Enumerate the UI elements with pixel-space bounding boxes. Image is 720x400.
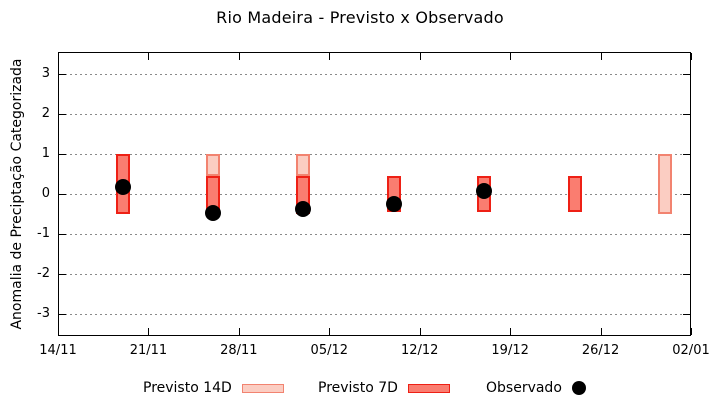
legend-label-previsto-14d: Previsto 14D <box>143 380 232 396</box>
x-tick-mark <box>510 53 512 60</box>
y-tick-mark <box>59 234 66 235</box>
x-tick-mark <box>691 53 692 60</box>
gridline <box>60 114 689 115</box>
x-tick-mark <box>510 328 512 335</box>
x-tick-mark <box>238 53 240 60</box>
x-tick-label: 12/12 <box>400 343 439 358</box>
gridline <box>60 274 689 275</box>
y-tick-mark <box>59 274 66 275</box>
x-tick-label: 19/12 <box>491 343 529 358</box>
y-tick-label: -1 <box>37 226 50 241</box>
chart-title: Rio Madeira - Previsto x Observado <box>216 8 504 27</box>
x-tick-mark <box>329 53 331 60</box>
observado-swatch-dot <box>571 381 586 395</box>
y-tick-mark <box>683 274 690 275</box>
x-tick-label: 28/11 <box>220 343 258 358</box>
bar-previsto-14d <box>658 154 673 214</box>
y-tick-mark <box>683 234 690 235</box>
y-tick-mark <box>59 314 66 315</box>
plot-frame <box>58 52 691 336</box>
x-tick-mark <box>329 328 331 335</box>
y-tick-mark <box>59 194 66 195</box>
previsto-14d-swatch <box>241 383 284 393</box>
x-tick-mark <box>58 53 59 60</box>
x-tick-label: 21/11 <box>129 343 168 358</box>
y-tick-label: 0 <box>41 186 50 201</box>
legend-item-previsto-7d: Previsto 7D <box>318 379 450 397</box>
gridline <box>60 194 689 195</box>
x-tick-mark <box>419 53 421 60</box>
y-tick-mark <box>59 154 66 155</box>
legend-label-previsto-7d: Previsto 7D <box>318 380 398 396</box>
x-tick-label: 02/01 <box>672 343 710 358</box>
y-tick-mark <box>683 154 690 155</box>
x-tick-mark <box>600 53 602 60</box>
legend-label-observado: Observado <box>486 380 562 396</box>
observado-dot <box>295 200 312 217</box>
bar-previsto-14d <box>206 154 221 176</box>
gridline <box>60 154 689 155</box>
bar-previsto-7d <box>567 176 582 212</box>
legend-item-observado: Observado <box>486 379 586 397</box>
x-tick-label: 26/12 <box>581 343 620 358</box>
gridline <box>60 234 689 235</box>
x-tick-mark <box>419 328 421 335</box>
y-tick-label: -3 <box>37 306 50 321</box>
x-tick-label: 05/12 <box>310 343 349 358</box>
x-tick-mark <box>148 328 150 335</box>
y-tick-label: 1 <box>41 146 50 161</box>
observado-dot <box>385 195 402 212</box>
y-tick-mark <box>683 314 690 315</box>
x-tick-mark <box>238 328 240 335</box>
observado-dot <box>205 205 222 222</box>
y-tick-label: 2 <box>41 106 50 121</box>
y-tick-mark <box>59 74 66 75</box>
y-tick-mark <box>683 194 690 195</box>
observado-dot <box>114 178 131 195</box>
previsto-7d-swatch <box>407 383 450 393</box>
bar-previsto-14d <box>296 154 311 176</box>
gridline <box>60 74 689 75</box>
y-tick-label: 3 <box>41 66 50 81</box>
x-tick-mark <box>691 328 692 335</box>
x-tick-mark <box>600 328 602 335</box>
x-tick-mark <box>58 328 59 335</box>
gridline <box>60 314 689 315</box>
y-tick-mark <box>683 114 690 115</box>
observado-dot <box>476 182 493 199</box>
x-tick-mark <box>148 53 150 60</box>
y-tick-mark <box>683 74 690 75</box>
legend-item-previsto-14d: Previsto 14D <box>143 379 284 397</box>
y-tick-mark <box>59 114 66 115</box>
x-tick-label: 14/11 <box>39 343 77 358</box>
y-tick-label: -2 <box>37 266 50 281</box>
